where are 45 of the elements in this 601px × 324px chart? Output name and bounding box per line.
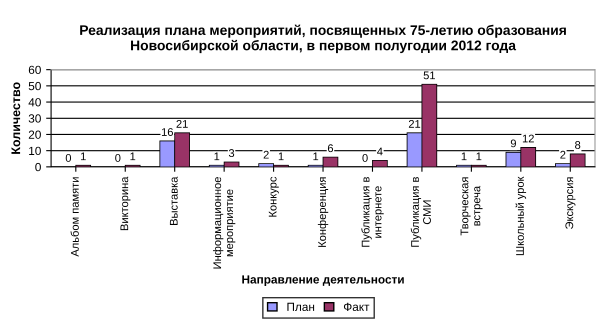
data-label: 1 (313, 152, 318, 160)
y-axis-title: Количество (11, 82, 20, 154)
legend-label: Факт (344, 302, 370, 312)
y-tick-label: 10 (29, 146, 41, 156)
data-label: 21 (176, 120, 188, 128)
data-label: 0 (362, 154, 368, 162)
x-tick-label: Школьный урок (516, 176, 526, 256)
y-tick-label: 50 (28, 82, 41, 90)
chart-title: Реализация плана мероприятий, посвященных 75-летию образования Новосибирской области, в первом полугодии 2012 года (80, 24, 566, 54)
data-label: 1 (278, 152, 284, 160)
x-tick-label: Викторина (120, 176, 130, 230)
y-tick-label: 30 (28, 114, 41, 123)
x-tick-label: Творческая встреча (460, 177, 483, 236)
data-label: 0 (66, 154, 72, 162)
data-label: 1 (80, 152, 86, 160)
x-tick-label: Конференция (318, 177, 328, 247)
legend-label: План (287, 302, 314, 312)
x-tick-label: Альбом памяти (70, 177, 79, 257)
data-label: 1 (130, 152, 136, 160)
data-label: 4 (377, 148, 383, 156)
data-label: 16 (162, 128, 173, 136)
x-tick-label: Конкурс (268, 176, 279, 217)
data-label: 1 (476, 152, 482, 160)
data-label: 8 (575, 141, 580, 149)
data-label: 1 (462, 152, 467, 160)
x-tick-label: Публикация в интернете (361, 177, 384, 247)
x-tick-label: Экскурсия (565, 177, 576, 229)
y-tick-label: 40 (28, 98, 41, 106)
data-label: 9 (510, 139, 516, 148)
x-tick-label: Публикация в СМИ (410, 177, 431, 247)
x-tick-label: Информационное мероприятие (212, 177, 236, 268)
data-label: 2 (264, 150, 269, 159)
y-tick-label: 0 (35, 162, 41, 172)
data-label: 21 (408, 120, 420, 128)
data-label: 3 (228, 149, 234, 158)
data-label: 51 (424, 72, 435, 80)
x-tick-label: Выставка (170, 176, 178, 225)
x-axis-title: Направление деятельности (242, 275, 404, 286)
y-tick-label: 60 (28, 66, 41, 74)
y-tick-label: 20 (28, 130, 41, 139)
data-label: 2 (560, 150, 566, 159)
data-label: 6 (328, 144, 334, 152)
data-label: 1 (214, 152, 220, 160)
data-label: 12 (522, 134, 534, 142)
data-label: 0 (115, 154, 120, 162)
